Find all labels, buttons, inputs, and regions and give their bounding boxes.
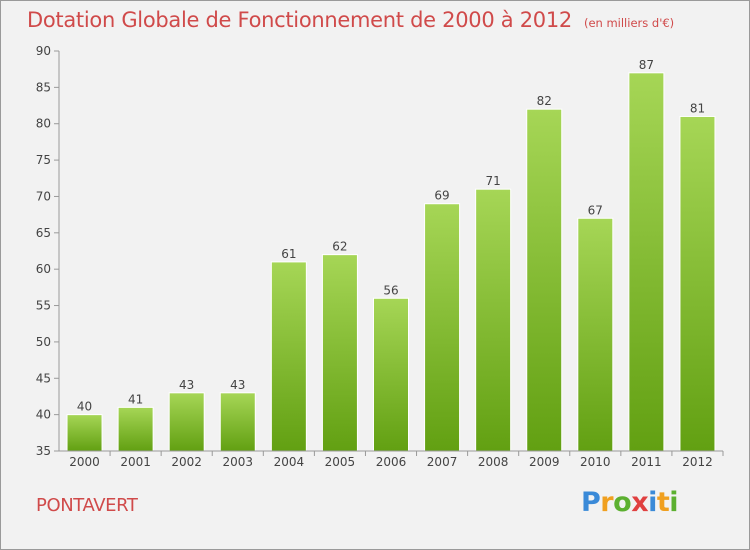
x-tick-label: 2011 (631, 455, 662, 469)
y-tick-label: 90 (36, 44, 51, 58)
y-tick-label: 70 (36, 189, 51, 203)
x-tick-label: 2000 (69, 455, 100, 469)
x-tick-label: 2006 (376, 455, 407, 469)
data-label: 61 (281, 247, 296, 261)
logo-letter: o (613, 487, 632, 518)
bar (679, 115, 716, 452)
data-label: 41 (128, 392, 143, 406)
x-tick-label: 2008 (478, 455, 509, 469)
data-label: 81 (690, 101, 705, 115)
x-tick-label: 2009 (529, 455, 560, 469)
y-tick-label: 60 (36, 262, 51, 276)
x-tick-label: 2012 (682, 455, 713, 469)
chart-title-text: Dotation Globale de Fonctionnement de 20… (27, 8, 572, 32)
logo-letter: t (656, 487, 670, 518)
y-tick-label: 65 (36, 226, 51, 240)
chart-title: Dotation Globale de Fonctionnement de 20… (27, 8, 674, 32)
bar (321, 254, 358, 452)
bars-group: 40 41 43 43 61 62 56 69 71 82 67 87 81 (66, 58, 716, 452)
data-label: 56 (383, 283, 398, 297)
logo-letter: x (631, 487, 649, 518)
y-tick-label: 55 (36, 299, 51, 313)
data-label: 43 (230, 378, 245, 392)
bar (475, 188, 512, 452)
proxiti-logo: Proxiti (581, 487, 679, 518)
data-label: 67 (588, 203, 603, 217)
chart-subtitle: (en milliers d'€) (583, 16, 675, 30)
y-tick-label: 35 (36, 444, 51, 458)
bar (577, 217, 614, 452)
logo-letter: i (669, 487, 679, 518)
axes-group: 35 40 45 50 55 60 65 70 75 80 85 90 2000 2001 2002 2003… (36, 44, 724, 469)
bar (373, 297, 409, 452)
x-tick-label: 2004 (274, 455, 305, 469)
y-tick-label: 40 (36, 408, 51, 422)
data-label: 69 (434, 189, 449, 203)
bar (219, 392, 256, 452)
commune-name: PONTAVERT (36, 495, 138, 516)
data-label: 43 (179, 378, 194, 392)
x-tick-label: 2001 (120, 455, 151, 469)
y-tick-label: 80 (36, 117, 51, 131)
x-tick-label: 2010 (580, 455, 611, 469)
bar (526, 108, 563, 452)
x-tick-label: 2003 (222, 455, 253, 469)
y-tick-label: 75 (36, 153, 51, 167)
data-label: 71 (486, 174, 501, 188)
x-tick-label: 2005 (325, 455, 356, 469)
y-tick-label: 50 (36, 335, 51, 349)
bar (117, 406, 154, 452)
bar (628, 72, 665, 452)
data-label: 87 (639, 58, 654, 72)
x-tick-label: 2002 (171, 455, 202, 469)
data-label: 40 (77, 400, 92, 414)
data-label: 62 (332, 240, 347, 254)
logo-letter: r (600, 487, 614, 518)
bar (424, 203, 461, 452)
bar (168, 392, 205, 452)
logo-letter: P (581, 487, 601, 518)
bar (66, 414, 103, 452)
y-tick-label: 85 (36, 80, 51, 94)
logo-letter: i (648, 487, 657, 518)
data-label: 82 (537, 94, 552, 108)
x-tick-label: 2007 (427, 455, 458, 469)
y-tick-label: 45 (36, 371, 51, 385)
bar (270, 261, 307, 452)
